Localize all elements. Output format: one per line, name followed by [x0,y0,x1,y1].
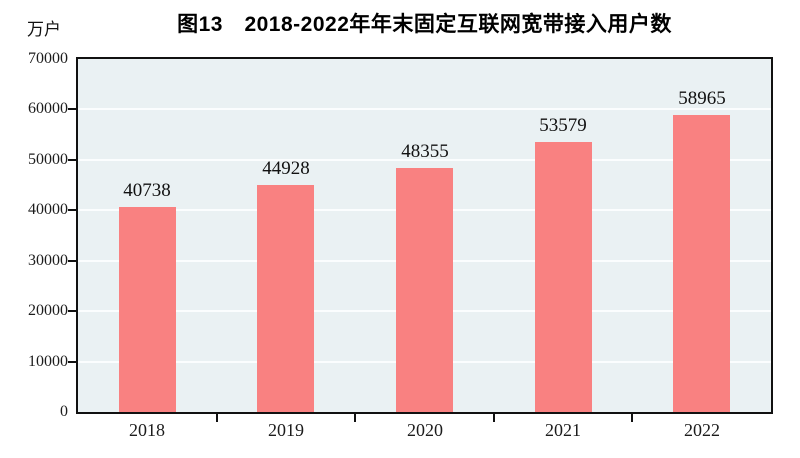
x-tick-mark [493,414,495,422]
y-tick-mark [68,310,76,313]
bar-2018 [119,207,176,412]
gridline [78,158,771,161]
bar-value-label-2020: 48355 [401,141,449,162]
y-tick-mark [68,108,76,111]
y-tick-label: 0 [60,403,68,420]
y-tick-mark [68,259,76,262]
y-tick-mark [68,360,76,363]
x-tick-label-2019: 2019 [268,420,304,440]
x-tick-label-2020: 2020 [407,420,443,440]
x-tick-mark [354,414,356,422]
bar-2022 [673,115,730,412]
x-tick-label-2021: 2021 [545,420,581,440]
gridline [78,108,771,111]
y-tick-label: 20000 [28,302,68,320]
bar-2019 [257,185,314,412]
x-tick-mark [631,414,633,422]
x-tick-label-2018: 2018 [129,420,165,440]
y-tick-mark [68,209,76,212]
bar-2020 [396,168,453,412]
x-tick-label-2022: 2022 [684,420,720,440]
y-tick-label: 70000 [28,50,68,67]
bar-value-label-2022: 58965 [678,88,726,109]
chart-title: 图13 2018-2022年年末固定互联网宽带接入用户数 [177,13,672,36]
bar-value-label-2019: 44928 [262,158,310,179]
y-tick-label: 60000 [28,100,68,118]
y-tick-label: 30000 [28,251,68,269]
bar-value-label-2018: 40738 [123,180,171,201]
y-tick-label: 50000 [28,150,68,168]
bar-value-label-2021: 53579 [539,115,587,136]
x-tick-mark [216,414,218,422]
y-tick-label: 40000 [28,201,68,219]
bar-2021 [535,142,592,412]
y-tick-mark [68,158,76,161]
y-tick-label: 10000 [28,352,68,370]
y-axis-unit-label: 万户 [27,20,61,39]
plot-area [76,57,773,414]
